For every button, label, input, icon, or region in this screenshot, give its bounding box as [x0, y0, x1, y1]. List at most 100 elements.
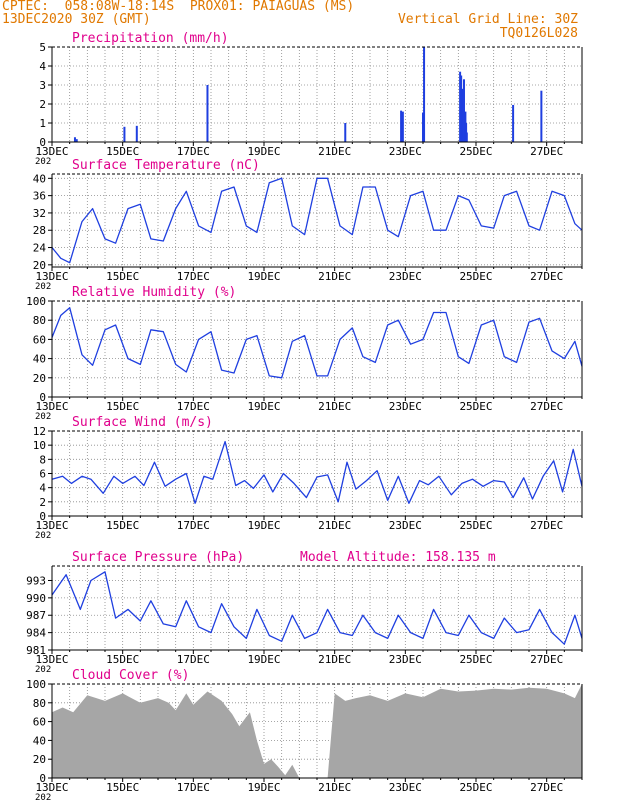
x-tick-label: 13DEC [35, 400, 68, 413]
x-tick-label: 27DEC [530, 653, 563, 666]
x-tick-label: 21DEC [318, 145, 351, 158]
panel-title: Surface Pressure (hPa) [72, 550, 244, 565]
precip-bar [135, 125, 138, 142]
panel-title: Precipitation (mm/h) [72, 31, 229, 46]
header-model-id: TQ0126L028 [499, 26, 578, 41]
x-tick-label: 21DEC [318, 400, 351, 413]
x-tick-label: 15DEC [106, 519, 139, 532]
panel-title: Cloud Cover (%) [72, 668, 189, 683]
x-tick-label: 15DEC [106, 781, 139, 794]
x-year-label: 202 [35, 412, 51, 422]
y-tick-label: 60 [33, 333, 46, 346]
x-tick-label: 17DEC [177, 270, 210, 283]
precip-bar [540, 90, 543, 142]
x-tick-label: 13DEC [35, 270, 68, 283]
x-tick-label: 25DEC [459, 653, 492, 666]
header-grid-line-note: Vertical Grid Line: 30Z [397, 12, 578, 27]
y-tick-label: 4 [39, 482, 46, 495]
x-tick-label: 13DEC [35, 519, 68, 532]
x-tick-label: 27DEC [530, 519, 563, 532]
precip-bar [73, 137, 76, 142]
x-year-label: 202 [35, 157, 51, 167]
y-tick-label: 8 [39, 453, 46, 466]
y-tick-label: 2 [39, 496, 46, 509]
x-tick-label: 23DEC [389, 519, 422, 532]
x-tick-label: 27DEC [530, 145, 563, 158]
x-tick-label: 19DEC [247, 781, 280, 794]
x-tick-label: 17DEC [177, 400, 210, 413]
precip-bar [423, 47, 426, 142]
x-tick-label: 23DEC [389, 270, 422, 283]
y-tick-label: 0 [39, 510, 46, 523]
precip-bar [123, 126, 126, 142]
x-tick-label: 23DEC [389, 653, 422, 666]
wind-line [51, 440, 583, 504]
y-tick-label: 4 [39, 60, 46, 73]
header-location: CPTEC: 058:08W-18:14S PROX01: PAIAGUAS (… [2, 0, 355, 14]
x-tick-label: 15DEC [106, 145, 139, 158]
x-year-label: 202 [35, 282, 51, 292]
x-tick-label: 17DEC [177, 781, 210, 794]
x-tick-label: 19DEC [247, 270, 280, 283]
x-tick-label: 15DEC [106, 653, 139, 666]
cloud-cover-area [52, 684, 582, 778]
x-tick-label: 15DEC [106, 400, 139, 413]
y-tick-label: 100 [26, 295, 46, 308]
y-tick-label: 36 [33, 190, 46, 203]
y-tick-label: 990 [26, 592, 46, 605]
panel-title: Surface Wind (m/s) [72, 415, 213, 430]
y-tick-label: 32 [33, 207, 46, 220]
x-tick-label: 27DEC [530, 400, 563, 413]
x-tick-label: 19DEC [247, 400, 280, 413]
precip-bar [465, 132, 468, 142]
y-tick-label: 40 [33, 734, 46, 747]
x-tick-label: 17DEC [177, 653, 210, 666]
y-tick-label: 1 [39, 117, 46, 130]
y-tick-label: 981 [26, 644, 46, 657]
x-tick-label: 19DEC [247, 145, 280, 158]
precip-bar [206, 85, 209, 142]
x-tick-label: 25DEC [459, 270, 492, 283]
y-tick-label: 0 [39, 136, 46, 149]
y-tick-label: 12 [33, 425, 46, 438]
x-tick-label: 25DEC [459, 781, 492, 794]
x-tick-label: 21DEC [318, 519, 351, 532]
precip-bar [344, 123, 347, 142]
x-tick-label: 13DEC [35, 145, 68, 158]
panel-title: Relative Humidity (%) [72, 285, 236, 300]
y-tick-label: 24 [33, 242, 47, 255]
precip-bar [422, 112, 424, 142]
precip-bar [459, 71, 462, 142]
y-tick-label: 993 [26, 574, 46, 587]
x-tick-label: 19DEC [247, 519, 280, 532]
x-tick-label: 27DEC [530, 270, 563, 283]
x-tick-label: 13DEC [35, 781, 68, 794]
precip-bar [75, 139, 78, 142]
x-tick-label: 21DEC [318, 270, 351, 283]
y-tick-label: 80 [33, 314, 46, 327]
y-tick-label: 40 [33, 172, 46, 185]
pressure-line [51, 571, 583, 645]
y-tick-label: 80 [33, 697, 46, 710]
y-tick-label: 0 [39, 391, 46, 404]
rh-line [51, 307, 583, 379]
header-datetime: 13DEC2020 30Z (GMT) [2, 12, 151, 27]
temp-line [51, 177, 583, 264]
y-tick-label: 6 [39, 468, 46, 481]
x-tick-label: 27DEC [530, 781, 563, 794]
x-tick-label: 23DEC [389, 781, 422, 794]
x-tick-label: 17DEC [177, 519, 210, 532]
x-tick-label: 25DEC [459, 519, 492, 532]
panel-title: Surface Temperature (nC) [72, 158, 260, 173]
precip-bar [461, 88, 464, 142]
x-tick-label: 25DEC [459, 400, 492, 413]
x-tick-label: 19DEC [247, 653, 280, 666]
precip-bar [460, 75, 463, 142]
x-year-label: 202 [35, 665, 51, 675]
precip-bar [401, 111, 404, 142]
x-year-label: 202 [35, 793, 51, 800]
panel-subtitle: Model Altitude: 158.135 m [300, 550, 496, 565]
y-tick-label: 984 [26, 627, 46, 640]
y-tick-label: 5 [39, 41, 46, 54]
